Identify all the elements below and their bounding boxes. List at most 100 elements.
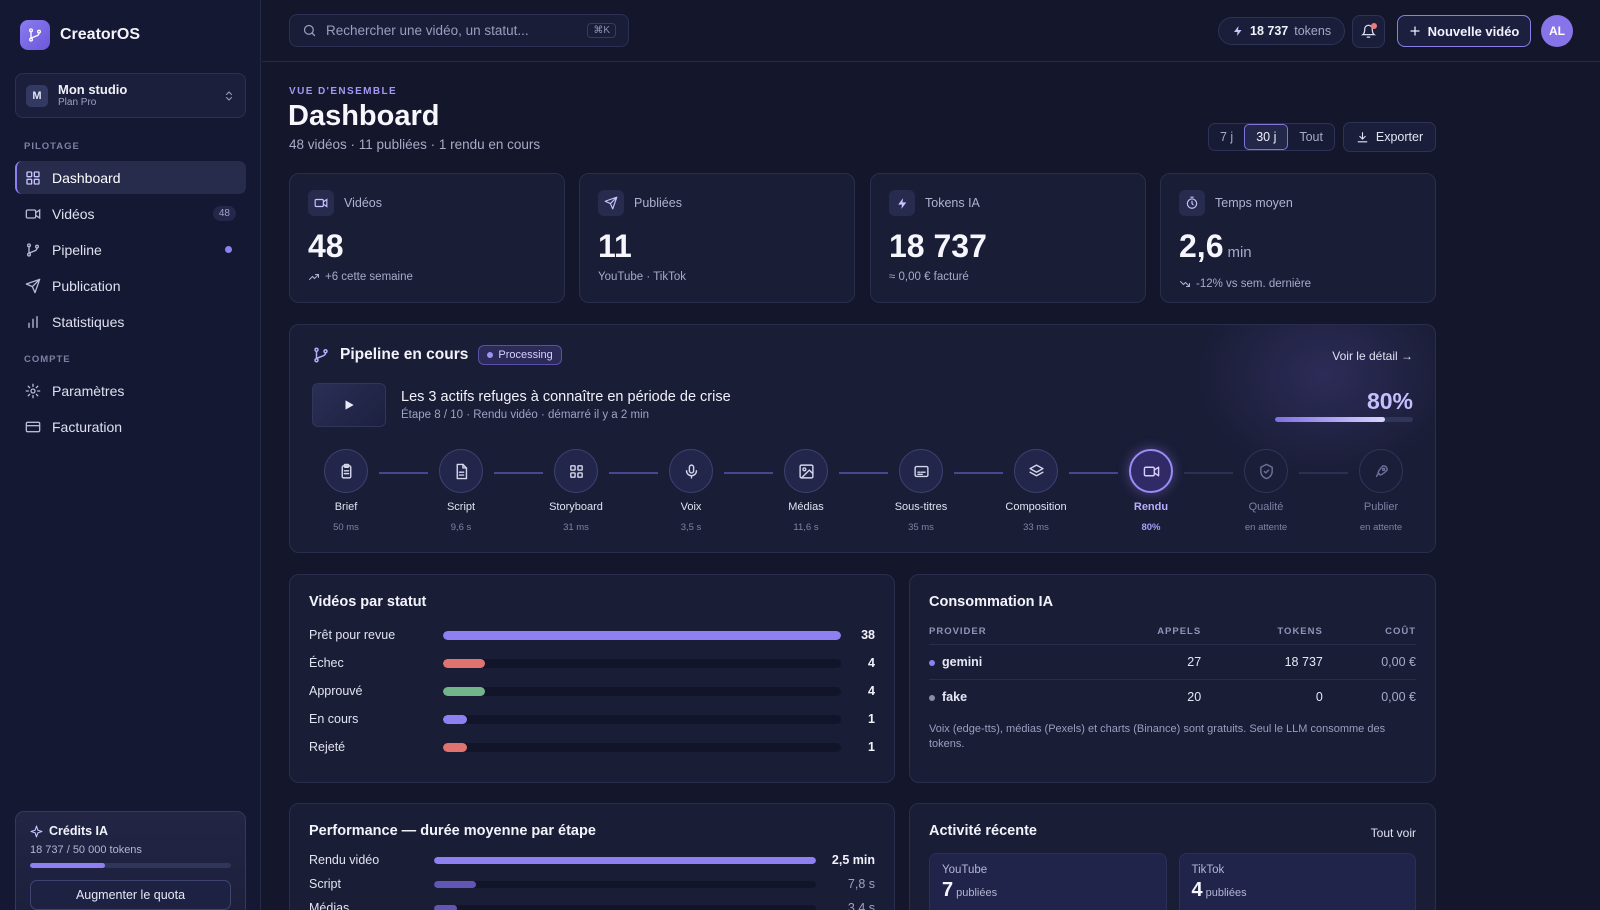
- pipeline-step-publier[interactable]: Publier en attente: [1336, 449, 1426, 533]
- sidebar-item-publication[interactable]: Publication: [15, 269, 246, 302]
- performance-row[interactable]: Rendu vidéo 2,5 min: [309, 848, 875, 872]
- videos-count-badge: 48: [212, 206, 236, 221]
- shield-icon: [1259, 463, 1273, 479]
- pipeline-step-rendu[interactable]: Rendu 80%: [1106, 449, 1196, 533]
- pipeline-step-voix[interactable]: Voix 3,5 s: [646, 449, 736, 533]
- job-percent: 80%: [1366, 388, 1413, 414]
- ai-consumption-card: Consommation IA PROVIDER APPELS TOKENS C…: [909, 574, 1436, 783]
- see-all-link[interactable]: Tout voir: [1370, 826, 1416, 840]
- branch-logo-icon: [20, 20, 50, 50]
- performance-row[interactable]: Médias 3,4 s: [309, 896, 875, 910]
- step-connector: [1069, 472, 1118, 474]
- pipeline-step-sous-titres[interactable]: Sous-titres 35 ms: [876, 449, 966, 533]
- send-icon: [598, 190, 624, 216]
- stat-card-tokens[interactable]: Tokens IA 18 737 ≈ 0,00 € facturé: [870, 173, 1146, 303]
- job-title[interactable]: Les 3 actifs refuges à connaître en péri…: [401, 389, 731, 405]
- card-title: Performance — durée moyenne par étape: [309, 823, 596, 839]
- step-connector: [954, 472, 1003, 474]
- pipeline-step-qualit-[interactable]: Qualité en attente: [1221, 449, 1311, 533]
- stat-card-temps-moyen[interactable]: Temps moyen 2,6 min -12% vs sem. dernière: [1160, 173, 1436, 303]
- stat-card-publiees[interactable]: Publiées 11 YouTube · TikTok: [579, 173, 855, 303]
- job-thumbnail[interactable]: [312, 383, 386, 427]
- user-avatar[interactable]: AL: [1541, 15, 1573, 47]
- performance-label: Script: [309, 877, 341, 891]
- plus-icon: [1410, 26, 1420, 36]
- step-circle: [899, 449, 943, 493]
- stat-label: Temps moyen: [1215, 196, 1293, 210]
- status-row[interactable]: En cours 1: [309, 705, 875, 733]
- pipeline-step-script[interactable]: Script 9,6 s: [416, 449, 506, 533]
- status-bar-fill: [443, 630, 841, 640]
- stat-number: 18 737: [889, 228, 987, 264]
- export-button[interactable]: Exporter: [1343, 122, 1436, 152]
- status-count: 4: [868, 656, 875, 670]
- step-circle: [1129, 449, 1173, 493]
- topbar: Rechercher une vidéo, un statut... ⌘K 18…: [262, 0, 1600, 62]
- videos-by-status-card: Vidéos par statut Prêt pour revue 38 Échec…: [289, 574, 895, 783]
- stat-number: 2,6: [1179, 228, 1224, 264]
- pipeline-step-composition[interactable]: Composition 33 ms: [991, 449, 1081, 533]
- sidebar-item-parametres[interactable]: Paramètres: [15, 374, 246, 407]
- sidebar-item-videos[interactable]: Vidéos 48: [15, 197, 246, 230]
- tokens-pill[interactable]: 18 737 tokens: [1218, 17, 1346, 45]
- sidebar-item-facturation[interactable]: Facturation: [15, 410, 246, 443]
- step-connector: [494, 472, 543, 474]
- performance-row[interactable]: Script 7,8 s: [309, 872, 875, 896]
- status-bar-fill: [443, 686, 485, 696]
- pipeline-step-storyboard[interactable]: Storyboard 31 ms: [531, 449, 621, 533]
- performance-value: 2,5 min: [831, 853, 875, 867]
- step-label: Sous-titres: [894, 501, 948, 513]
- performance-bar-fill: [434, 904, 457, 910]
- step-time: 33 ms: [1023, 522, 1049, 533]
- sidebar-item-dashboard[interactable]: Dashboard: [15, 161, 246, 194]
- rocket-icon: [1375, 464, 1388, 477]
- brand[interactable]: CreatorOS: [20, 20, 140, 50]
- sidebar-item-statistiques[interactable]: Statistiques: [15, 305, 246, 338]
- credits-panel: Crédits IA 18 737 / 50 000 tokens Augmen…: [15, 811, 246, 910]
- card-title: Activité récente: [929, 823, 1037, 839]
- stat-number: 11: [598, 228, 632, 264]
- calls-cell: 20: [1187, 690, 1202, 705]
- pipeline-activity-dot: [225, 246, 232, 253]
- pipeline-detail-link[interactable]: Voir le détail →: [1332, 349, 1413, 363]
- step-label: Rendu: [1133, 501, 1169, 513]
- notifications-button[interactable]: [1352, 15, 1385, 48]
- increase-quota-button[interactable]: Augmenter le quota: [30, 880, 231, 910]
- table-row[interactable]: gemini 27 18 737 0,00 €: [929, 644, 1416, 680]
- range-all[interactable]: Tout: [1299, 130, 1323, 144]
- step-circle: [439, 449, 483, 493]
- page-title: Dashboard: [288, 100, 440, 132]
- page-eyebrow: VUE D'ENSEMBLE: [289, 86, 398, 97]
- layers-icon: [1028, 463, 1044, 476]
- step-label: Storyboard: [549, 501, 603, 513]
- status-count: 1: [868, 740, 875, 754]
- range-7d[interactable]: 7 j: [1220, 130, 1234, 144]
- search-shortcut: ⌘K: [587, 23, 616, 38]
- status-row[interactable]: Approuvé 4: [309, 677, 875, 705]
- provider-name: gemini: [942, 655, 983, 669]
- new-video-button[interactable]: Nouvelle vidéo: [1397, 15, 1531, 47]
- range-30d[interactable]: 30 j: [1244, 124, 1289, 150]
- pipeline-step-brief[interactable]: Brief 50 ms: [301, 449, 391, 533]
- status-row[interactable]: Prêt pour revue 38: [309, 621, 875, 649]
- step-label: Brief: [334, 501, 358, 513]
- step-circle: [669, 449, 713, 493]
- activity-count-value: 4: [1191, 879, 1203, 901]
- status-row[interactable]: Échec 4: [309, 649, 875, 677]
- pipeline-step-m-dias[interactable]: Médias 11,6 s: [761, 449, 851, 533]
- stat-card-videos[interactable]: Vidéos 48 +6 cette semaine: [289, 173, 565, 303]
- status-row[interactable]: Rejeté 1: [309, 733, 875, 761]
- step-time: 3,5 s: [680, 522, 702, 533]
- studio-switcher[interactable]: M Mon studio Plan Pro: [15, 73, 246, 118]
- step-circle: [1014, 449, 1058, 493]
- job-progress: [1275, 417, 1413, 422]
- stat-label: Tokens IA: [925, 196, 980, 210]
- search-input[interactable]: Rechercher une vidéo, un statut... ⌘K: [289, 14, 629, 47]
- status-label: En cours: [309, 712, 359, 726]
- provider-name: fake: [942, 690, 968, 705]
- activity-tile-tiktok[interactable]: TikTok 4 publiées: [1178, 853, 1416, 910]
- table-row[interactable]: fake 20 0 0,00 €: [929, 680, 1416, 715]
- activity-tile-youtube[interactable]: YouTube 7 publiées: [929, 853, 1167, 910]
- status-bar-track: [443, 714, 841, 724]
- sidebar-item-pipeline[interactable]: Pipeline: [15, 233, 246, 266]
